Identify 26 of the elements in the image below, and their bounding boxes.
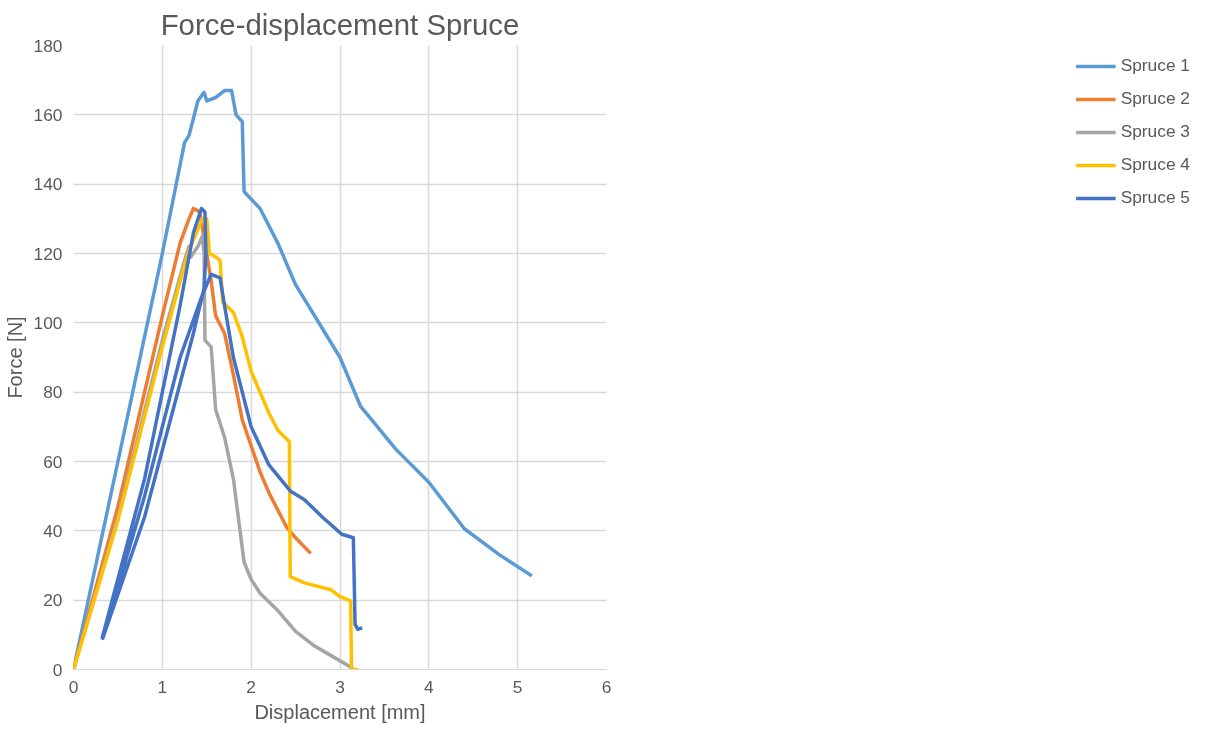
x-tick-label: 1: [157, 676, 168, 697]
x-tick-label: 6: [601, 676, 612, 697]
legend-label: Spruce 5: [1120, 187, 1190, 208]
legend-label: Spruce 3: [1120, 121, 1190, 142]
line-series: [100, 206, 364, 641]
y-tick-label: 40: [43, 520, 63, 541]
legend-label: Spruce 2: [1120, 88, 1190, 109]
legend-label: Spruce 4: [1120, 154, 1190, 175]
y-tick-label: 120: [33, 243, 63, 264]
chart-title: Force-displacement Spruce: [160, 7, 520, 41]
y-tick-label: 180: [33, 35, 63, 56]
y-tick-label: 160: [33, 104, 63, 125]
y-tick-label: 60: [43, 451, 63, 472]
x-axis-title: Displacement [mm]: [254, 700, 426, 723]
y-tick-label: 20: [43, 590, 63, 611]
x-tick-label: 5: [512, 676, 523, 697]
y-tick-label: 100: [33, 312, 63, 333]
x-tick-label: 4: [424, 676, 435, 697]
legend-label: Spruce 1: [1120, 55, 1190, 76]
y-tick-label: 140: [33, 174, 63, 195]
x-tick-label: 0: [68, 676, 79, 697]
x-tick-label: 2: [246, 676, 256, 697]
y-tick-label: 0: [52, 659, 63, 680]
y-axis-title: Force [N]: [3, 316, 26, 399]
x-tick-label: 3: [335, 676, 345, 697]
y-tick-label: 80: [43, 382, 63, 403]
